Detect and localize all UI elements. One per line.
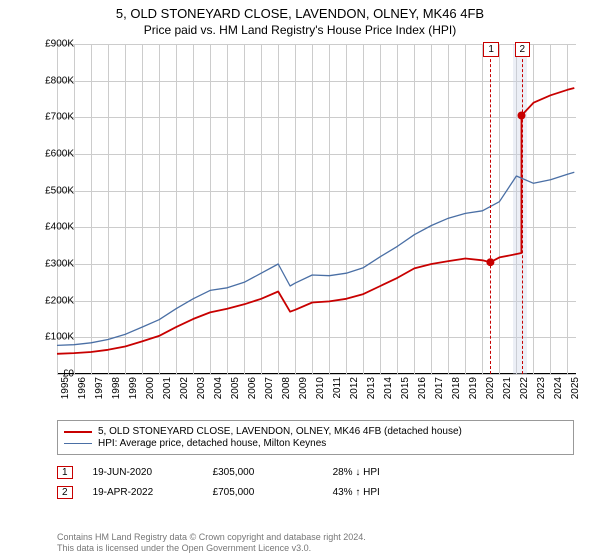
x-axis-tick: 2013 [366, 377, 377, 399]
x-axis-tick: 2003 [196, 377, 207, 399]
transaction-row: 1 19-JUN-2020 £305,000 28% ↓ HPI [57, 466, 574, 479]
y-axis-tick: £300K [45, 259, 74, 270]
y-axis-tick: £400K [45, 222, 74, 233]
footer-attribution: Contains HM Land Registry data © Crown c… [57, 532, 366, 555]
x-axis-tick: 1998 [111, 377, 122, 399]
transaction-delta: 28% ↓ HPI [333, 467, 453, 478]
x-axis-tick: 2018 [451, 377, 462, 399]
x-axis-tick: 1997 [94, 377, 105, 399]
x-axis-tick: 2001 [162, 377, 173, 399]
transaction-price: £705,000 [213, 487, 333, 498]
x-axis-tick: 2011 [332, 377, 343, 399]
chart-subtitle: Price paid vs. HM Land Registry's House … [0, 21, 600, 37]
x-axis-tick: 1995 [60, 377, 71, 399]
legend-item: HPI: Average price, detached house, Milt… [64, 438, 567, 449]
transaction-marker-icon: 1 [57, 466, 73, 479]
x-axis-tick: 2015 [400, 377, 411, 399]
x-axis-tick: 2024 [553, 377, 564, 399]
x-axis-tick: 2016 [417, 377, 428, 399]
legend: 5, OLD STONEYARD CLOSE, LAVENDON, OLNEY,… [57, 420, 574, 455]
y-axis-tick: £700K [45, 112, 74, 123]
x-axis-tick: 2009 [298, 377, 309, 399]
x-axis-tick: 2010 [315, 377, 326, 399]
chart-lines [57, 44, 576, 374]
x-axis-tick: 2020 [485, 377, 496, 399]
x-axis-tick: 2025 [570, 377, 581, 399]
y-axis-tick: £500K [45, 185, 74, 196]
transaction-delta: 43% ↑ HPI [333, 487, 453, 498]
transaction-price: £305,000 [213, 467, 333, 478]
transaction-row: 2 19-APR-2022 £705,000 43% ↑ HPI [57, 486, 574, 499]
x-axis-tick: 2012 [349, 377, 360, 399]
legend-item: 5, OLD STONEYARD CLOSE, LAVENDON, OLNEY,… [64, 426, 567, 437]
y-axis-tick: £900K [45, 39, 74, 50]
transaction-date: 19-APR-2022 [93, 487, 213, 498]
x-axis-tick: 2000 [145, 377, 156, 399]
x-axis-tick: 1999 [128, 377, 139, 399]
legend-label: 5, OLD STONEYARD CLOSE, LAVENDON, OLNEY,… [98, 426, 462, 437]
x-axis-tick: 1996 [77, 377, 88, 399]
y-axis-tick: £800K [45, 75, 74, 86]
x-axis-tick: 2014 [383, 377, 394, 399]
y-axis-tick: £200K [45, 295, 74, 306]
transaction-marker-icon: 2 [57, 486, 73, 499]
x-axis-tick: 2006 [247, 377, 258, 399]
transaction-date: 19-JUN-2020 [93, 467, 213, 478]
sale-marker-label: 1 [483, 42, 499, 57]
x-axis-tick: 2005 [230, 377, 241, 399]
y-axis-tick: £600K [45, 149, 74, 160]
legend-label: HPI: Average price, detached house, Milt… [98, 438, 326, 449]
x-axis-tick: 2008 [281, 377, 292, 399]
chart-plot-area: 12 [57, 44, 576, 374]
chart-title: 5, OLD STONEYARD CLOSE, LAVENDON, OLNEY,… [0, 0, 600, 21]
x-axis-tick: 2004 [213, 377, 224, 399]
x-axis-tick: 2017 [434, 377, 445, 399]
y-axis-tick: £100K [45, 332, 74, 343]
x-axis-tick: 2007 [264, 377, 275, 399]
x-axis-tick: 2022 [519, 377, 530, 399]
x-axis-tick: 2023 [536, 377, 547, 399]
x-axis-tick: 2019 [468, 377, 479, 399]
sale-marker-label: 2 [515, 42, 531, 57]
x-axis-tick: 2021 [502, 377, 513, 399]
x-axis-tick: 2002 [179, 377, 190, 399]
